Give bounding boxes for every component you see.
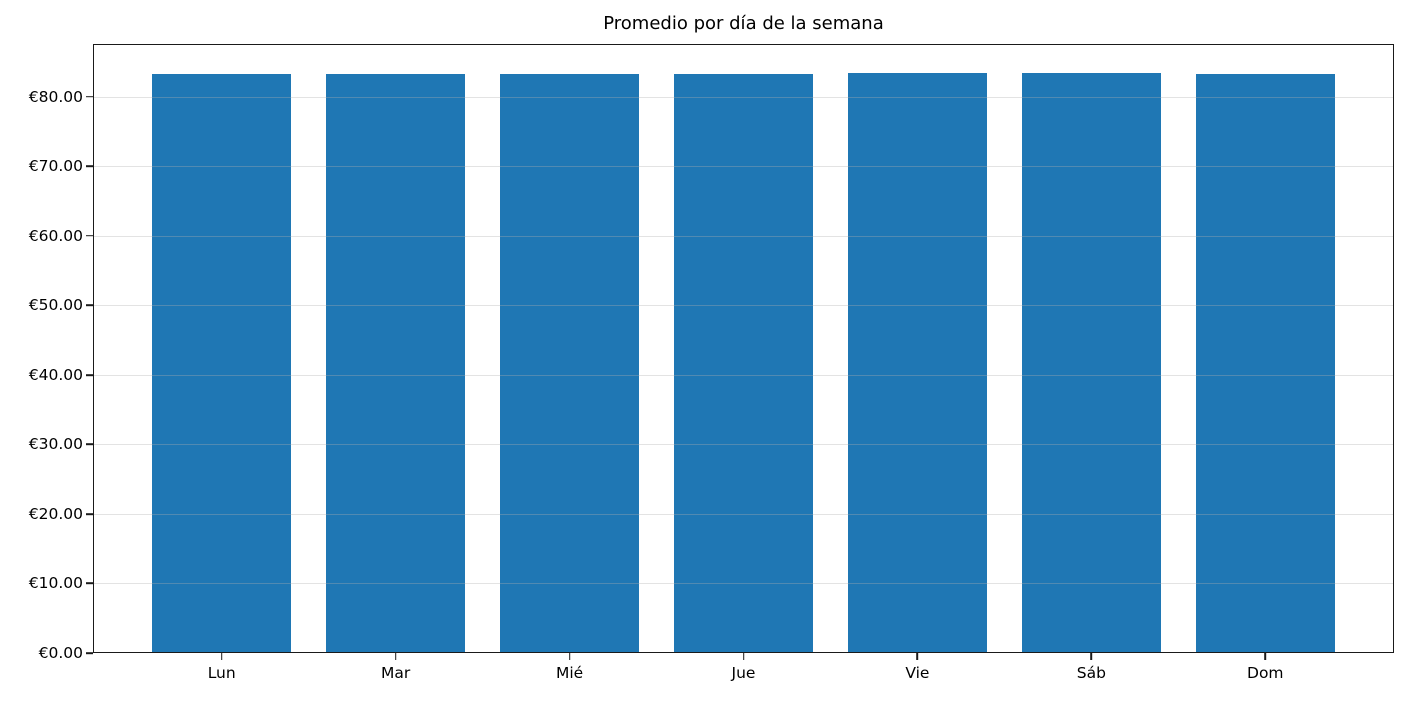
- gridline: [93, 305, 1394, 307]
- y-tick-mark: [86, 304, 93, 307]
- gridline: [93, 444, 1394, 446]
- x-tick-label: Mar: [381, 664, 411, 682]
- gridline: [93, 235, 1394, 237]
- y-tick-mark: [86, 165, 93, 168]
- bar-vie: [847, 73, 987, 653]
- gridline: [93, 374, 1394, 376]
- bar-mié: [499, 73, 640, 653]
- y-tick-mark: [86, 652, 93, 654]
- bar-jue: [673, 73, 814, 653]
- y-tick-label: €10.00: [28, 574, 83, 593]
- x-tick-mark: [568, 653, 571, 660]
- bar-dom: [1195, 73, 1335, 653]
- y-tick-mark: [86, 235, 93, 237]
- x-tick-label: Dom: [1247, 664, 1284, 682]
- gridline: [93, 166, 1394, 168]
- x-tick-label: Lun: [207, 664, 236, 682]
- gridline: [93, 96, 1394, 98]
- x-tick-label: Sáb: [1076, 664, 1106, 682]
- x-tick-mark: [916, 653, 919, 660]
- x-tick-mark: [1264, 653, 1267, 660]
- chart-title: Promedio por día de la semana: [603, 13, 884, 34]
- y-tick-mark: [86, 96, 93, 98]
- y-tick-mark: [86, 582, 93, 585]
- x-tick-label: Mié: [555, 664, 584, 682]
- bar-sáb: [1021, 73, 1161, 653]
- x-tick-label: Jue: [731, 664, 756, 682]
- plot-area: [93, 44, 1394, 653]
- y-tick-label: €0.00: [38, 644, 83, 662]
- x-tick-mark: [742, 653, 745, 660]
- bar-mar: [326, 73, 466, 653]
- bar-lun: [152, 73, 292, 653]
- gridline: [93, 583, 1394, 585]
- y-tick-mark: [86, 443, 93, 446]
- y-tick-label: €60.00: [28, 226, 83, 245]
- y-tick-mark: [86, 513, 93, 515]
- y-tick-label: €80.00: [28, 87, 83, 106]
- y-tick-label: €20.00: [28, 504, 83, 523]
- y-tick-mark: [86, 374, 93, 376]
- y-tick-label: €70.00: [28, 157, 83, 176]
- x-tick-mark: [394, 653, 397, 660]
- gridline: [93, 513, 1394, 515]
- y-tick-label: €50.00: [28, 296, 83, 315]
- y-tick-label: €30.00: [28, 435, 83, 454]
- x-tick-mark: [1090, 653, 1093, 660]
- x-tick-label: Vie: [905, 664, 930, 682]
- y-tick-label: €40.00: [28, 365, 83, 384]
- x-tick-mark: [220, 653, 223, 660]
